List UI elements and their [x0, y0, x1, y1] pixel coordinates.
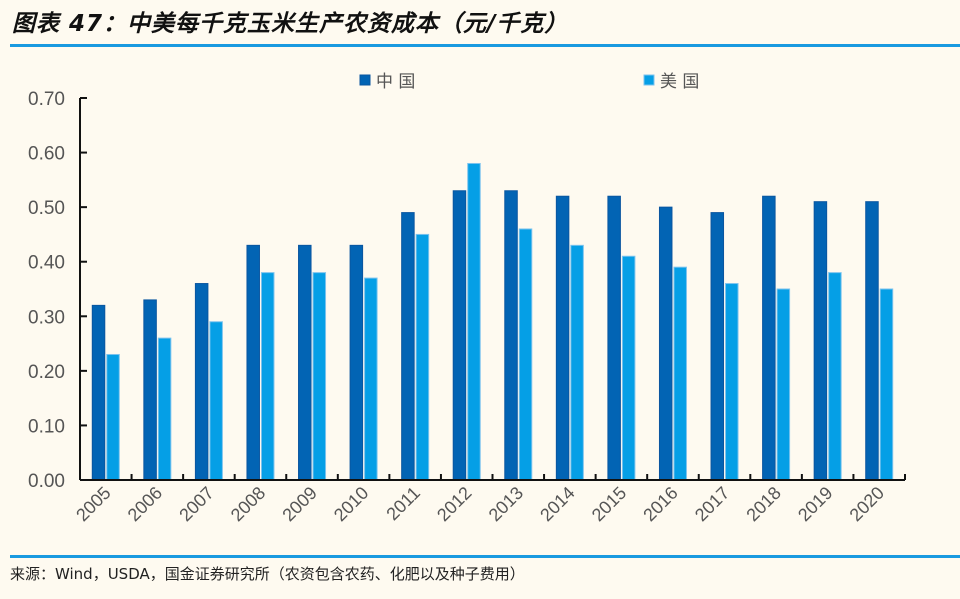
- bar-usa: [879, 288, 894, 481]
- bar-usa: [673, 266, 687, 481]
- bar-china: [298, 244, 312, 481]
- x-tick-label: 2010: [330, 483, 372, 525]
- title-divider: [10, 44, 960, 47]
- source-divider: [10, 555, 960, 558]
- y-tick-label: 0.30: [28, 307, 65, 328]
- bar-china: [607, 195, 621, 481]
- y-tick-label: 0.40: [28, 253, 65, 274]
- y-tick-label: 0.00: [28, 471, 65, 492]
- y-axis: 0.00 0.10 0.20 0.30 0.40 0.50 0.60 0.70: [28, 89, 87, 492]
- bar-china: [555, 195, 570, 481]
- x-tick-label: 2006: [124, 483, 166, 525]
- bar-usa: [467, 162, 481, 481]
- legend: 中 国美 国: [359, 72, 699, 92]
- bar-usa: [415, 233, 430, 481]
- bar-china: [813, 201, 828, 481]
- legend-swatch-usa: [643, 74, 655, 86]
- bar-china: [658, 206, 673, 481]
- bar-china: [710, 212, 725, 481]
- legend-swatch-china: [359, 74, 371, 86]
- bar-usa: [106, 353, 120, 481]
- bar-chart: 中 国美 国 0.000.100.200.300.400.500.600.70 …: [28, 72, 906, 525]
- source-note: 来源：Wind，USDA，国金证券研究所（农资包含农药、化肥以及种子费用）: [10, 565, 525, 583]
- bar-usa: [260, 272, 275, 481]
- x-tick-label: 2017: [691, 483, 733, 525]
- y-tick-label: 0.50: [28, 198, 65, 219]
- bar-usa: [725, 283, 739, 481]
- y-tick-label: 0.10: [28, 416, 65, 437]
- bar-usa: [209, 321, 223, 481]
- x-axis: 2005 2006 2007 2008 2009 2010 2011 2012 2013 2014…: [72, 474, 906, 525]
- bar-china: [143, 299, 157, 481]
- bar-usa: [364, 277, 378, 481]
- x-tick-label: 2007: [175, 483, 217, 525]
- x-tick-label: 2016: [639, 483, 681, 525]
- x-tick-label: 2009: [278, 483, 320, 525]
- bar-china: [452, 190, 467, 481]
- bar-china: [194, 283, 209, 481]
- x-tick-label: 2019: [794, 483, 836, 525]
- x-tick-label: 2013: [485, 483, 527, 525]
- bar-china: [91, 304, 106, 481]
- legend-label-china: 中 国: [376, 72, 415, 92]
- chart-title: 图表 47：中美每千克玉米生产农资成本（元/千克）: [12, 11, 569, 37]
- x-tick-label: 2018: [742, 483, 784, 525]
- bar-china: [349, 244, 364, 481]
- x-tick-label: 2012: [433, 483, 475, 525]
- y-tick-label: 0.70: [28, 89, 65, 110]
- bars: [91, 162, 894, 481]
- bar-usa: [776, 288, 791, 481]
- bar-usa: [828, 272, 842, 481]
- bar-china: [246, 244, 260, 481]
- bar-usa: [621, 255, 636, 481]
- bar-usa: [157, 337, 172, 481]
- x-tick-label: 2014: [536, 483, 578, 525]
- x-tick-label: 2011: [382, 483, 424, 525]
- x-tick-label: 2020: [846, 483, 888, 525]
- bar-usa: [518, 228, 533, 481]
- legend-label-usa: 美 国: [660, 72, 699, 92]
- bar-usa: [570, 244, 584, 481]
- x-tick-label: 2015: [588, 483, 630, 525]
- x-tick-label: 2008: [227, 483, 269, 525]
- bar-china: [401, 212, 415, 481]
- x-tick-label: 2005: [72, 483, 114, 525]
- bar-china: [865, 201, 879, 481]
- bar-usa: [312, 272, 327, 481]
- y-tick-label: 0.20: [28, 362, 65, 383]
- bar-china: [762, 195, 776, 481]
- y-tick-label: 0.60: [28, 144, 65, 165]
- bar-china: [504, 190, 518, 481]
